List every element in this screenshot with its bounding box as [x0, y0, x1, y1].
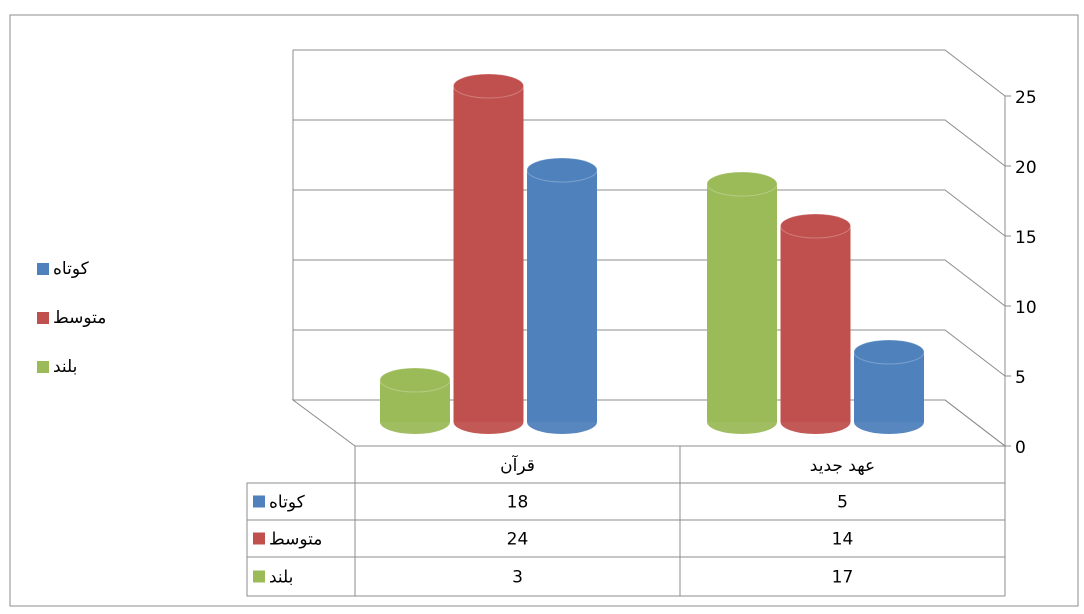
table-swatch [253, 571, 265, 583]
cylinder [707, 184, 777, 422]
category-label: عهد جدید [810, 456, 875, 476]
table-series-label: کوتاه [269, 493, 306, 513]
table-value: 17 [832, 568, 854, 588]
y-tick-label: 25 [1015, 88, 1037, 108]
legend-swatch [37, 263, 49, 275]
table-value: 24 [507, 530, 529, 550]
cylinder [454, 86, 524, 422]
cylinder-top [527, 158, 597, 182]
cylinder-top [781, 214, 851, 238]
table-value: 18 [507, 493, 529, 513]
legend-label: متوسط [53, 308, 106, 328]
y-tick-label: 10 [1015, 298, 1037, 318]
table-value: 3 [512, 568, 523, 588]
y-tick-label: 5 [1015, 368, 1026, 388]
table-swatch [253, 496, 265, 508]
table-value: 14 [832, 530, 854, 550]
cylinder-top [380, 368, 450, 392]
cylinder [781, 226, 851, 422]
y-tick-label: 20 [1015, 158, 1037, 178]
legend-swatch [37, 361, 49, 373]
table-swatch [253, 533, 265, 545]
legend-swatch [37, 312, 49, 324]
legend-label: بلند [53, 357, 77, 377]
category-label: قرآن [500, 454, 535, 476]
cylinder-top [707, 172, 777, 196]
cylinder-top [854, 340, 924, 364]
table-series-label: متوسط [269, 530, 322, 550]
table-series-label: بلند [269, 568, 293, 588]
y-tick-label: 15 [1015, 228, 1037, 248]
chart: 0 5 10 15 20 25 کوتاه متوسط بلند قرآن 18 24 3 عهد جدی… [0, 0, 1084, 614]
y-tick-label: 0 [1015, 438, 1026, 458]
cylinder [527, 170, 597, 422]
legend-label: کوتاه [53, 259, 90, 279]
table-value: 5 [837, 493, 848, 513]
cylinder-top [454, 74, 524, 98]
